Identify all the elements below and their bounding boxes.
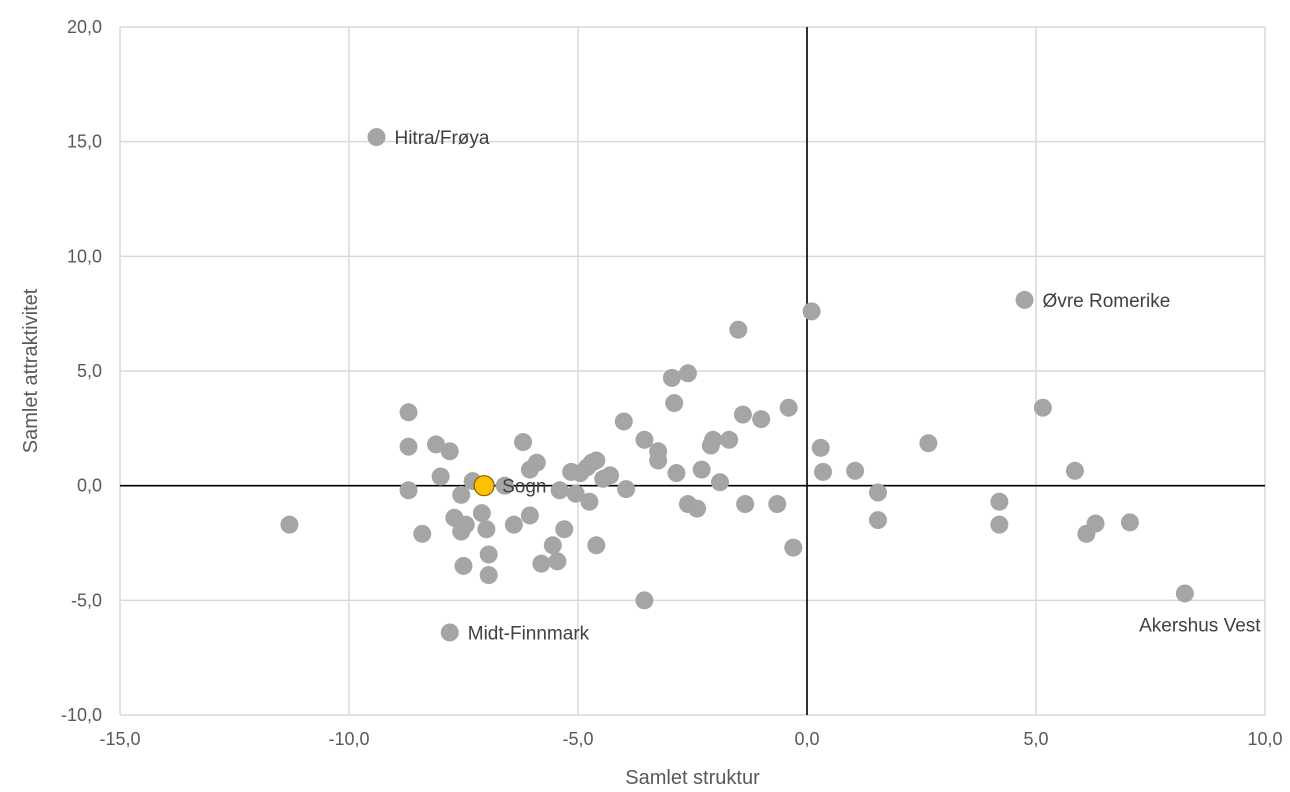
data-point xyxy=(555,520,574,539)
x-tick-label: 5,0 xyxy=(1023,729,1048,749)
data-point xyxy=(814,462,833,481)
data-point xyxy=(990,492,1009,511)
x-tick-label: 0,0 xyxy=(794,729,819,749)
data-point xyxy=(399,437,418,456)
data-point xyxy=(733,405,752,424)
data-point xyxy=(431,467,450,486)
point-label: Sogn xyxy=(502,477,546,498)
y-tick-label: 10,0 xyxy=(67,246,102,266)
data-point xyxy=(1033,398,1052,417)
data-point xyxy=(520,506,539,525)
data-point xyxy=(990,515,1009,534)
data-point xyxy=(736,495,755,514)
x-tick-label: -15,0 xyxy=(99,729,140,749)
data-point xyxy=(784,538,803,557)
data-point xyxy=(1086,514,1105,533)
data-point xyxy=(919,434,938,453)
data-point xyxy=(543,536,562,555)
data-point xyxy=(587,451,606,470)
data-point xyxy=(811,438,830,457)
data-point xyxy=(1175,584,1194,603)
data-point xyxy=(649,442,668,461)
data-point xyxy=(427,435,446,454)
data-point xyxy=(452,485,471,504)
y-tick-label: 0,0 xyxy=(77,476,102,496)
data-point xyxy=(440,623,459,642)
data-point xyxy=(779,398,798,417)
zero-axes xyxy=(120,27,1265,715)
point-label: Hitra/Frøya xyxy=(394,128,489,149)
y-tick-label: -10,0 xyxy=(61,705,102,725)
data-point xyxy=(1120,513,1139,532)
data-point xyxy=(752,410,771,429)
data-point xyxy=(704,430,723,449)
y-axis-title: Samlet attraktivitet xyxy=(20,288,42,453)
data-point xyxy=(601,466,620,485)
y-tick-label: -5,0 xyxy=(71,590,102,610)
data-point xyxy=(580,492,599,511)
y-tick-label: 20,0 xyxy=(67,17,102,37)
data-point xyxy=(454,556,473,575)
x-tick-label: 10,0 xyxy=(1247,729,1282,749)
data-point xyxy=(399,481,418,500)
data-point xyxy=(532,554,551,573)
y-tick-labels: -10,0 -5,0 0,0 5,0 10,0 15,0 20,0 xyxy=(61,17,102,725)
data-point xyxy=(678,364,697,383)
data-point xyxy=(688,499,707,518)
data-point xyxy=(1065,461,1084,480)
x-tick-label: -5,0 xyxy=(562,729,593,749)
data-point xyxy=(527,453,546,472)
point-label: Akershus Vest xyxy=(1139,615,1261,636)
y-tick-label: 5,0 xyxy=(77,361,102,381)
data-point xyxy=(280,515,299,534)
data-point xyxy=(477,520,496,539)
data-point xyxy=(548,552,567,571)
point-label: Midt-Finnmark xyxy=(468,623,590,644)
data-point xyxy=(550,481,569,500)
data-point xyxy=(667,464,686,483)
data-point xyxy=(617,480,636,499)
data-point xyxy=(729,320,748,339)
data-point xyxy=(399,403,418,422)
x-axis-title: Samlet struktur xyxy=(625,767,760,789)
data-point xyxy=(692,460,711,479)
data-point xyxy=(367,128,386,147)
data-point xyxy=(413,524,432,543)
point-label: Øvre Romerike xyxy=(1043,291,1171,312)
point-annotations: Hitra/Frøya Øvre Romerike Sogn Midt-Finnmar… xyxy=(394,128,1261,644)
data-point xyxy=(868,511,887,530)
data-point xyxy=(710,473,729,492)
data-point xyxy=(802,302,821,321)
data-point xyxy=(495,476,514,495)
data-point xyxy=(472,504,491,523)
data-point xyxy=(479,545,498,564)
highlight-point xyxy=(473,475,495,497)
data-point xyxy=(514,433,533,452)
data-point xyxy=(566,484,585,503)
data-point xyxy=(456,515,475,534)
data-point xyxy=(720,430,739,449)
data-point xyxy=(614,412,633,431)
data-point xyxy=(440,442,459,461)
data-point xyxy=(635,430,654,449)
data-point xyxy=(635,591,654,610)
data-point xyxy=(846,461,865,480)
y-tick-label: 15,0 xyxy=(67,132,102,152)
data-points xyxy=(280,128,1194,642)
data-point xyxy=(868,483,887,502)
data-point xyxy=(768,495,787,514)
data-point xyxy=(587,536,606,555)
data-point xyxy=(479,566,498,585)
data-point xyxy=(662,368,681,387)
data-point xyxy=(1015,290,1034,309)
x-tick-label: -10,0 xyxy=(328,729,369,749)
data-point xyxy=(504,515,523,534)
data-point xyxy=(665,394,684,413)
x-tick-labels: -15,0 -10,0 -5,0 0,0 5,0 10,0 xyxy=(99,729,1282,749)
